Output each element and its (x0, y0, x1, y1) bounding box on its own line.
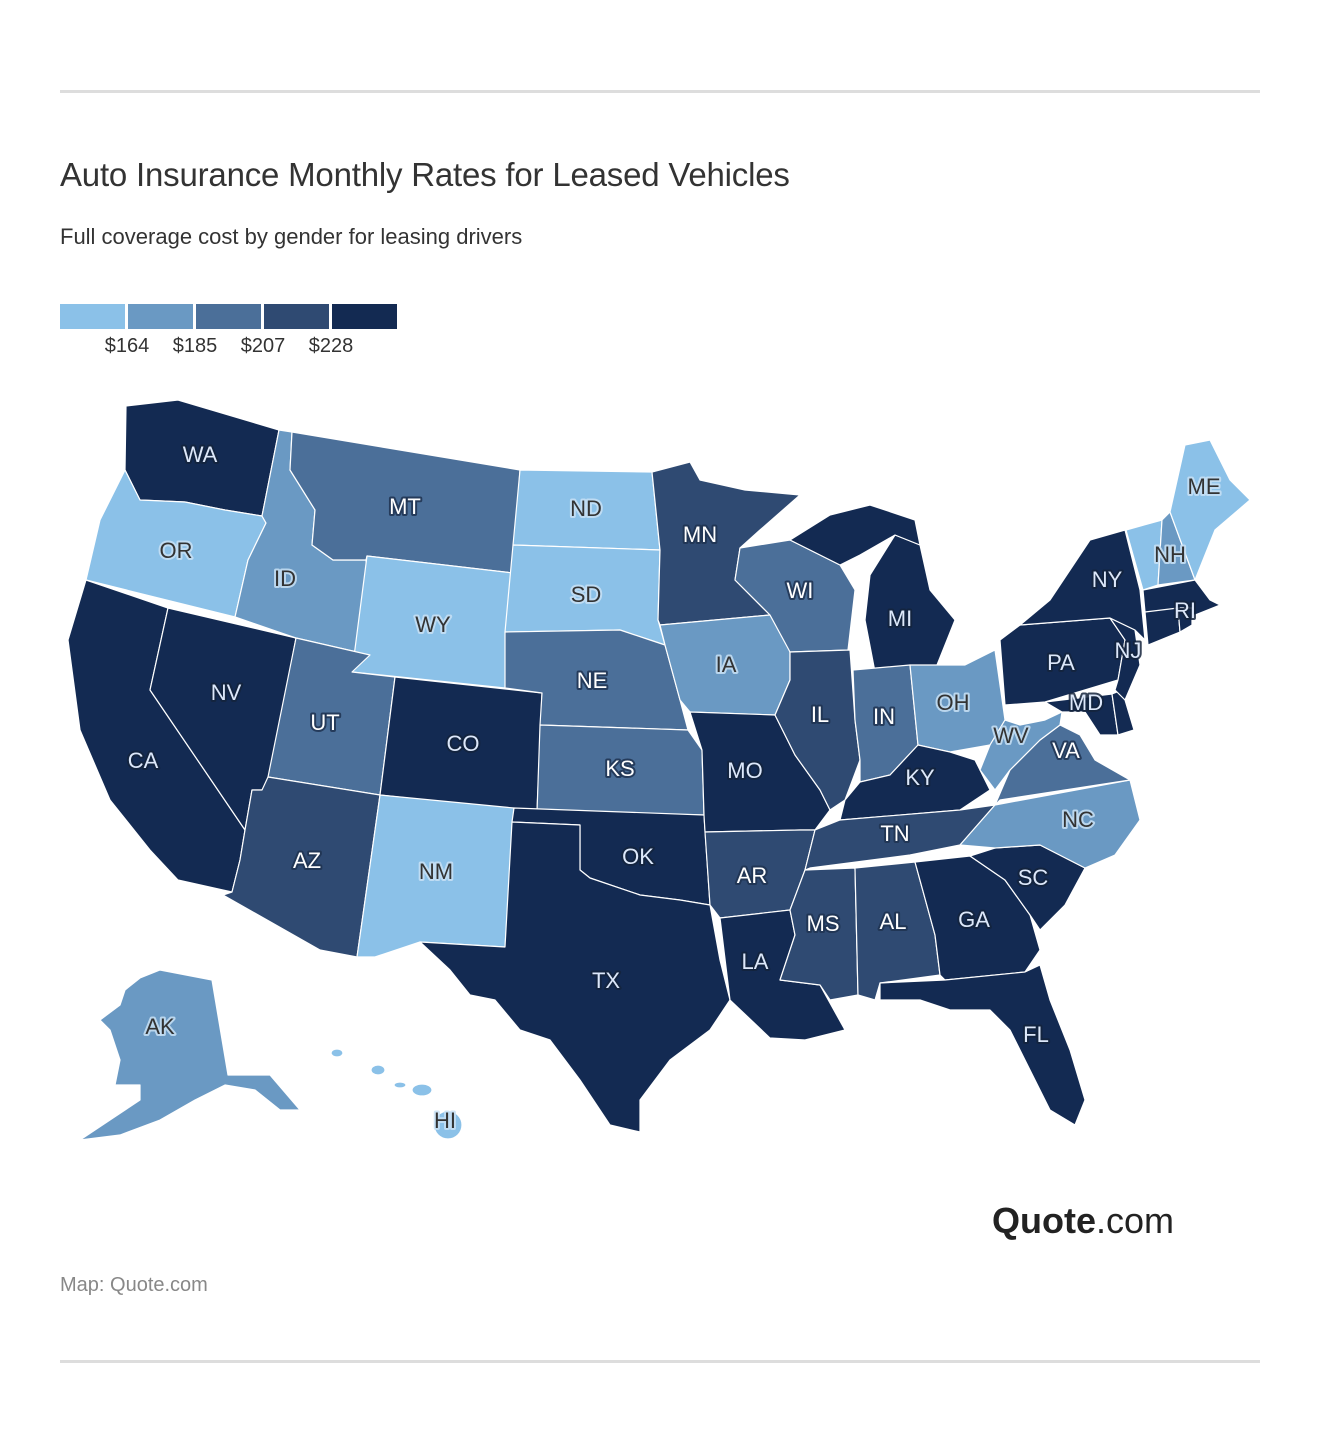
state-label: IN (873, 704, 895, 729)
legend-tick: $228 (308, 335, 354, 357)
state-ny[interactable] (1019, 529, 1146, 641)
state-label: NV (211, 680, 242, 705)
chart-title: Auto Insurance Monthly Rates for Leased … (60, 156, 790, 193)
hi-island[interactable] (330, 1048, 344, 1058)
state-label: KS (605, 756, 634, 781)
hi-island[interactable] (393, 1081, 407, 1089)
state-label: AZ (293, 848, 321, 873)
state-label: VA (1052, 738, 1080, 763)
state-label: LA (742, 949, 769, 974)
state-label: MO (727, 758, 762, 783)
state-ne[interactable] (504, 629, 689, 731)
top-divider (60, 90, 1260, 93)
brand-logo-suffix: .com (1096, 1200, 1175, 1241)
state-label: SC (1018, 865, 1049, 890)
chart-subtitle: Full coverage cost by gender for leasing… (60, 224, 523, 249)
state-me[interactable] (1169, 439, 1251, 581)
hi-island[interactable] (370, 1064, 386, 1076)
state-label: IL (811, 702, 829, 727)
state-label: MN (683, 522, 717, 547)
state-label: NE (577, 668, 608, 693)
state-hi[interactable] (330, 1048, 463, 1140)
state-label: AR (737, 863, 768, 888)
state-label: GA (958, 907, 990, 932)
state-label: TX (592, 968, 620, 993)
us-choropleth-map: WA OR CA NV ID MT WY UT AZ CO NM ND SD N… (0, 380, 1320, 1180)
state-nj[interactable] (1109, 617, 1141, 701)
state-label: ID (274, 566, 296, 591)
state-nc[interactable] (959, 779, 1141, 869)
state-label: WI (787, 578, 814, 603)
state-fl[interactable] (879, 964, 1086, 1126)
state-label: AL (880, 909, 907, 934)
state-label: NH (1154, 542, 1186, 567)
legend-ticks: $164 $185 $207 $228 (60, 335, 400, 365)
state-label: ME (1188, 474, 1221, 499)
state-label: UT (310, 710, 339, 735)
state-mi-upper[interactable] (789, 504, 921, 566)
state-label: OR (160, 538, 193, 563)
legend-swatch-3 (196, 304, 261, 329)
state-label: RI (1174, 598, 1196, 623)
state-label: SD (571, 582, 602, 607)
brand-logo: Quote.com (992, 1200, 1174, 1242)
state-label: MS (807, 911, 840, 936)
state-label: WV (993, 723, 1029, 748)
state-label: HI (434, 1108, 456, 1133)
state-wv[interactable] (979, 711, 1063, 791)
legend-bar (60, 304, 400, 329)
state-label: NJ (1115, 638, 1142, 663)
state-label: MD (1069, 690, 1103, 715)
state-ri[interactable] (1177, 607, 1193, 633)
state-label: CA (128, 748, 159, 773)
state-label: MT (389, 494, 421, 519)
state-label: NY (1092, 567, 1123, 592)
state-label: OH (937, 690, 970, 715)
state-label: TN (880, 821, 909, 846)
state-mi[interactable] (864, 534, 956, 673)
hi-island[interactable] (411, 1083, 433, 1097)
legend-tick: $164 (104, 335, 150, 357)
state-il[interactable] (774, 649, 861, 811)
legend-swatch-1 (60, 304, 125, 329)
bottom-divider (60, 1360, 1260, 1363)
legend-tick: $207 (240, 335, 286, 357)
state-label: MI (888, 606, 912, 631)
state-label: IA (716, 652, 737, 677)
state-label: PA (1047, 650, 1075, 675)
state-tx[interactable] (419, 821, 731, 1133)
state-label: AK (145, 1014, 175, 1039)
state-label: WA (183, 442, 218, 467)
hi-island[interactable] (433, 1110, 463, 1140)
state-label: NC (1062, 807, 1094, 832)
brand-logo-bold: Quote (992, 1200, 1096, 1241)
legend-tick: $185 (172, 335, 218, 357)
state-label: OK (622, 844, 654, 869)
state-label: FL (1023, 1022, 1049, 1047)
color-legend: $164 $185 $207 $228 (60, 304, 400, 365)
state-label: CO (447, 731, 480, 756)
source-credit: Map: Quote.com (60, 1274, 208, 1296)
state-label: ND (570, 496, 602, 521)
legend-swatch-2 (128, 304, 193, 329)
legend-swatch-4 (264, 304, 329, 329)
state-label: WY (415, 612, 451, 637)
legend-swatch-5 (332, 304, 397, 329)
state-label: KY (905, 765, 935, 790)
state-ak[interactable] (79, 969, 301, 1141)
state-label: NM (419, 859, 453, 884)
